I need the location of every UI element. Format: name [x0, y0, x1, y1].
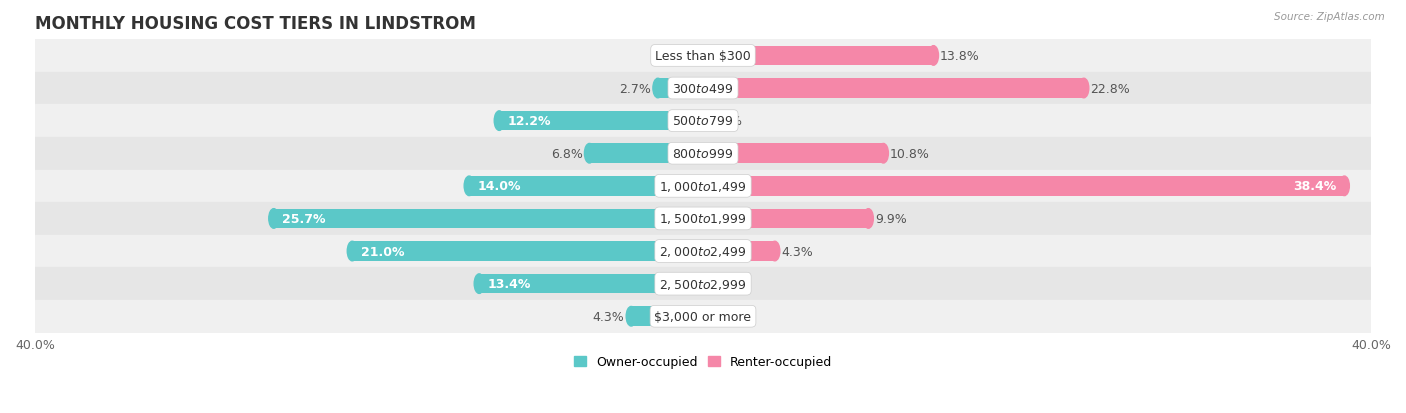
Circle shape: [269, 209, 278, 229]
Circle shape: [863, 209, 873, 229]
Bar: [703, 79, 1084, 99]
Circle shape: [347, 242, 357, 261]
Bar: [499, 112, 703, 131]
Bar: [703, 177, 1344, 196]
Text: 0.0%: 0.0%: [710, 278, 742, 290]
Text: 0.0%: 0.0%: [710, 310, 742, 323]
Circle shape: [1078, 79, 1088, 99]
Text: 12.2%: 12.2%: [508, 115, 551, 128]
Bar: [703, 47, 934, 66]
Bar: [703, 209, 869, 229]
Text: $500 to $799: $500 to $799: [672, 115, 734, 128]
Text: 9.9%: 9.9%: [875, 212, 907, 225]
Bar: [35, 40, 1371, 73]
Bar: [35, 170, 1371, 203]
Circle shape: [1340, 177, 1350, 196]
Text: $300 to $499: $300 to $499: [672, 82, 734, 95]
Text: $1,000 to $1,499: $1,000 to $1,499: [659, 179, 747, 193]
Circle shape: [879, 144, 889, 164]
Circle shape: [585, 144, 595, 164]
Circle shape: [464, 177, 474, 196]
Circle shape: [495, 112, 505, 131]
Text: 13.8%: 13.8%: [941, 50, 980, 63]
Text: $2,500 to $2,999: $2,500 to $2,999: [659, 277, 747, 291]
Text: $3,000 or more: $3,000 or more: [655, 310, 751, 323]
Text: 4.3%: 4.3%: [593, 310, 624, 323]
Text: 14.0%: 14.0%: [478, 180, 522, 193]
Bar: [703, 144, 883, 164]
Text: 22.8%: 22.8%: [1091, 82, 1130, 95]
Bar: [589, 144, 703, 164]
Text: 10.8%: 10.8%: [890, 147, 929, 160]
Text: 0.0%: 0.0%: [664, 50, 696, 63]
Bar: [35, 268, 1371, 300]
Bar: [35, 235, 1371, 268]
Circle shape: [474, 274, 484, 294]
Bar: [658, 79, 703, 99]
Text: 21.0%: 21.0%: [360, 245, 404, 258]
Circle shape: [652, 79, 662, 99]
Bar: [353, 242, 703, 261]
Bar: [703, 242, 775, 261]
Text: 4.3%: 4.3%: [782, 245, 813, 258]
Text: Source: ZipAtlas.com: Source: ZipAtlas.com: [1274, 12, 1385, 22]
Text: Less than $300: Less than $300: [655, 50, 751, 63]
Circle shape: [626, 307, 636, 326]
Text: 13.4%: 13.4%: [488, 278, 531, 290]
Text: 38.4%: 38.4%: [1292, 180, 1336, 193]
Circle shape: [928, 47, 938, 66]
Bar: [274, 209, 703, 229]
Bar: [35, 203, 1371, 235]
Text: $2,000 to $2,499: $2,000 to $2,499: [659, 244, 747, 259]
Legend: Owner-occupied, Renter-occupied: Owner-occupied, Renter-occupied: [568, 350, 838, 373]
Bar: [479, 274, 703, 294]
Text: MONTHLY HOUSING COST TIERS IN LINDSTROM: MONTHLY HOUSING COST TIERS IN LINDSTROM: [35, 15, 475, 33]
Text: $800 to $999: $800 to $999: [672, 147, 734, 160]
Bar: [35, 138, 1371, 170]
Bar: [631, 307, 703, 326]
Text: 6.8%: 6.8%: [551, 147, 582, 160]
Text: 25.7%: 25.7%: [283, 212, 326, 225]
Bar: [35, 300, 1371, 333]
Text: 0.0%: 0.0%: [710, 115, 742, 128]
Circle shape: [770, 242, 780, 261]
Bar: [35, 105, 1371, 138]
Text: $1,500 to $1,999: $1,500 to $1,999: [659, 212, 747, 226]
Text: 2.7%: 2.7%: [620, 82, 651, 95]
Bar: [35, 73, 1371, 105]
Bar: [470, 177, 703, 196]
